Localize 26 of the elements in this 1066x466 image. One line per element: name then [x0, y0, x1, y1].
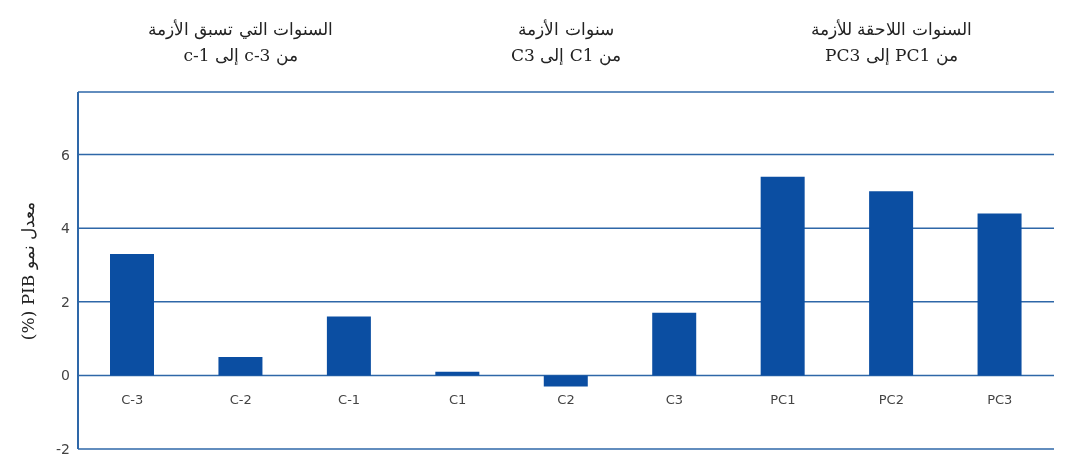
text: سنوات الأزمة من C1 إلى C3: [510, 18, 622, 68]
bar: [218, 356, 263, 376]
y-tick-label: -2: [56, 440, 70, 457]
text: السنوات التي تسبق الأزمة من c-3 إلى c-1: [147, 18, 335, 68]
y-tick-label: 0: [61, 367, 70, 384]
bar: [760, 176, 805, 376]
x-tick-label: PC1: [770, 392, 796, 408]
x-tick-label: PC2: [878, 392, 904, 408]
x-tick-label: PC3: [987, 392, 1013, 408]
x-tick-label: C2: [557, 392, 575, 408]
y-tick-label: 6: [61, 146, 71, 163]
text: السنوات اللاحقة للأزمة من PC1 إلى PC3: [809, 18, 973, 68]
y-tick-label: 4: [61, 220, 71, 237]
y-axis-title: معدل نمو PIB (%): [17, 200, 39, 343]
x-tick-label: C-2: [229, 392, 252, 408]
x-tick-label: C3: [665, 392, 684, 408]
x-tick-label: C-1: [338, 392, 361, 408]
bar: [326, 316, 371, 376]
bar: [869, 191, 914, 376]
y-tick-label: 2: [61, 293, 70, 310]
bar: [543, 375, 588, 387]
x-tick-label: C-3: [121, 392, 144, 408]
bar: [110, 253, 154, 376]
bar: [652, 312, 697, 376]
x-tick-label: C1: [448, 392, 467, 408]
bar: [977, 213, 1022, 376]
